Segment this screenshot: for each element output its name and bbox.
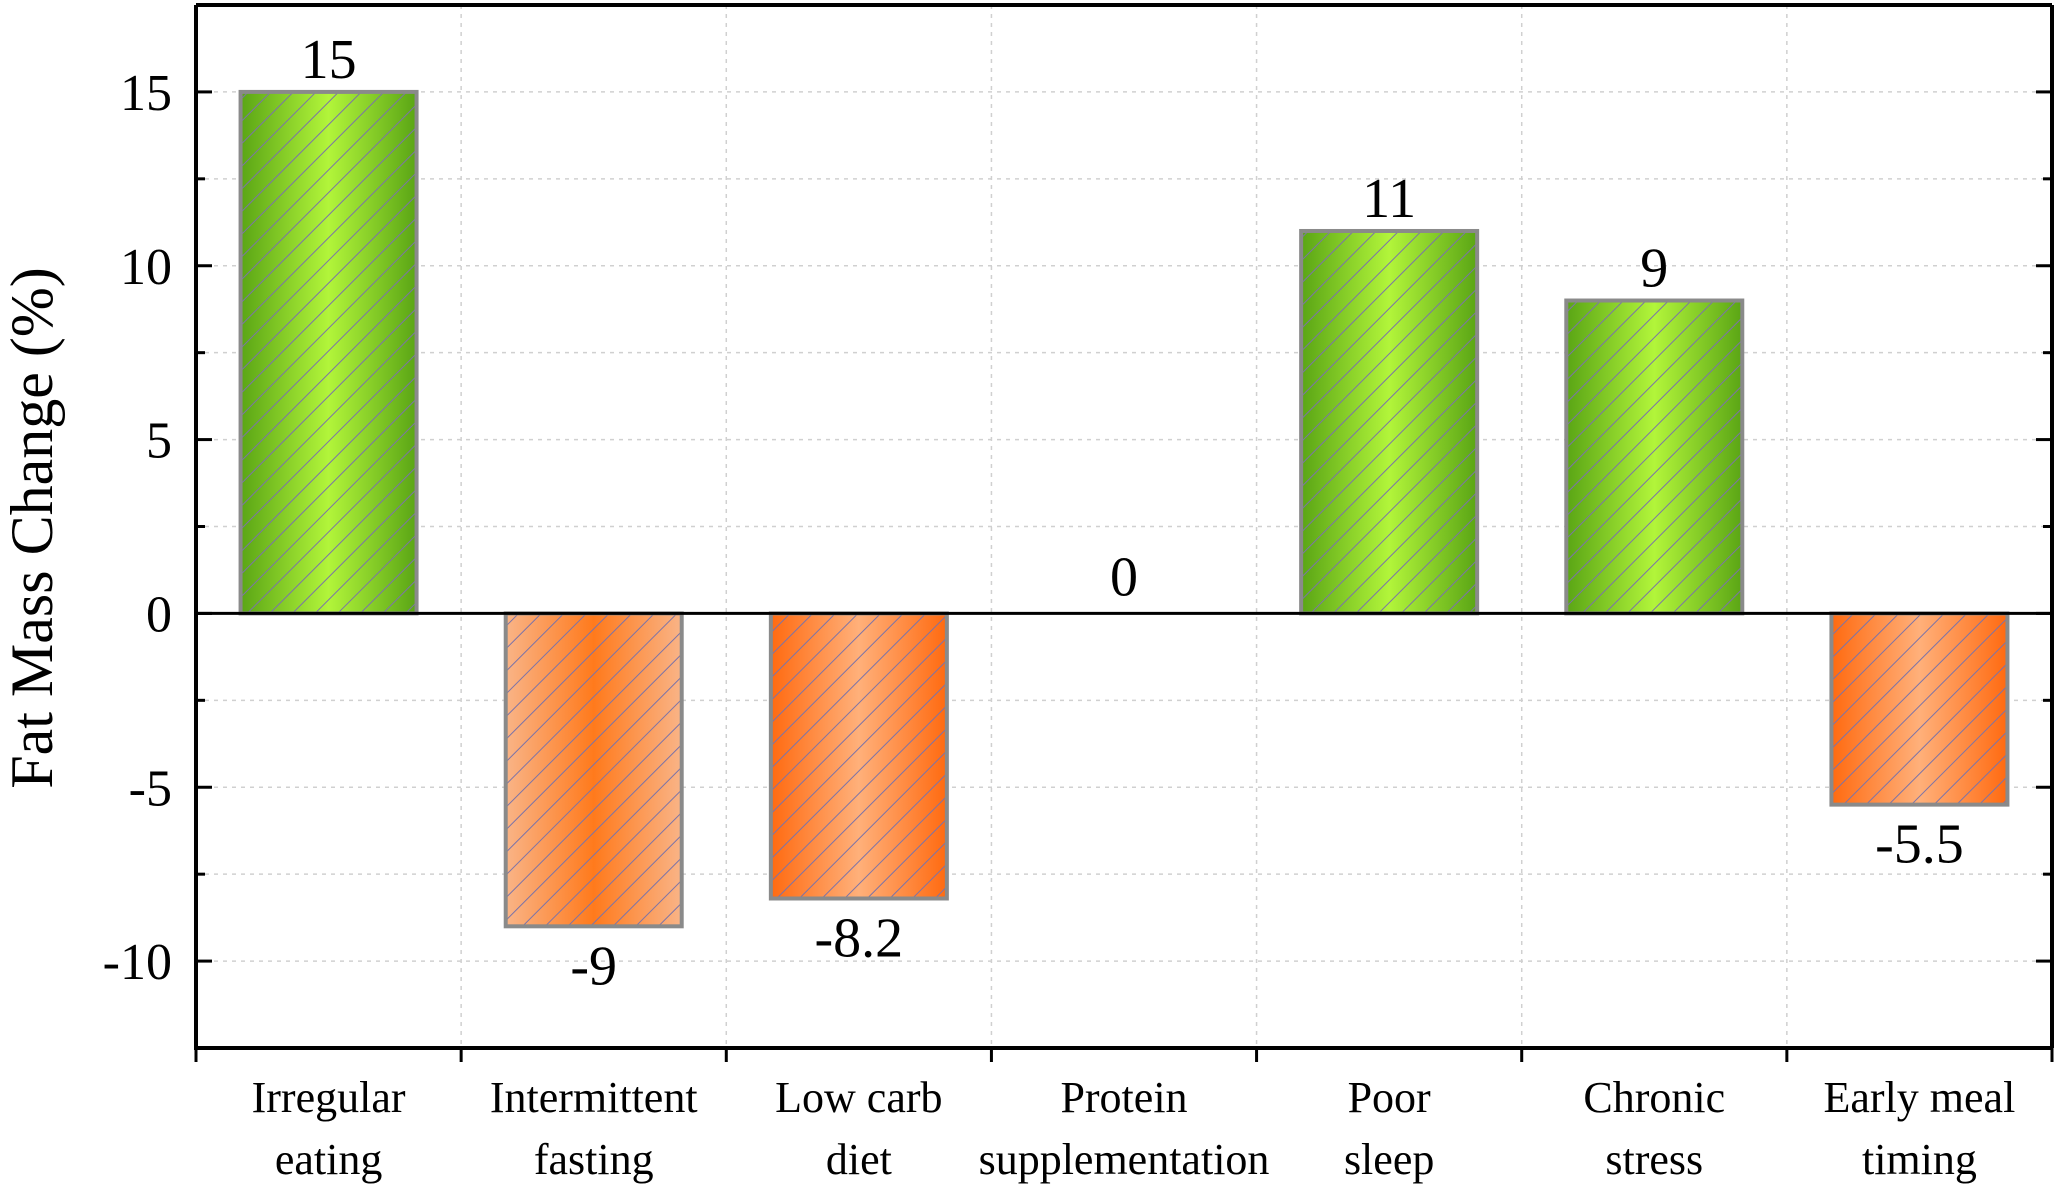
y-tick-label: 10: [120, 239, 172, 296]
bar-hatch: [238, 89, 419, 616]
y-tick-label: 5: [146, 413, 172, 470]
grid-lines: [196, 5, 2052, 1048]
data-label: 9: [1640, 238, 1668, 300]
data-label: -9: [570, 935, 617, 997]
x-tick-label: Protein supplementation: [979, 1073, 1270, 1184]
y-tick-label: 0: [146, 586, 172, 643]
x-tick-label: Irregular eating: [252, 1073, 406, 1184]
y-tick-label: -5: [129, 760, 172, 817]
bar-hatch: [1299, 228, 1480, 616]
data-label: 0: [1110, 546, 1138, 608]
labels: 15 -9 -8.2 0 11 9 -5.5 -10 -5 0 5 10 15 Irregular eati…: [103, 29, 2016, 1184]
bar-hatch: [768, 611, 949, 901]
data-label: 15: [301, 29, 357, 91]
data-label: -8.2: [815, 908, 904, 970]
bar-hatch: [503, 611, 684, 929]
bar-hatch: [1564, 298, 1745, 616]
x-tick-label: Poor sleep: [1344, 1073, 1434, 1184]
axes: [194, 3, 2054, 1062]
x-tick-label: Chronic stress: [1583, 1073, 1725, 1184]
data-label: 11: [1362, 168, 1416, 230]
bars: [238, 89, 2010, 929]
y-tick-label: 15: [120, 65, 172, 122]
data-label: -5.5: [1875, 814, 1964, 876]
bar-hatch: [1829, 611, 2010, 807]
y-tick-label: -10: [103, 934, 172, 991]
x-tick-label: Low carb diet: [775, 1073, 942, 1184]
x-tick-label: Early meal timing: [1824, 1073, 2016, 1184]
x-tick-label: Intermittent fasting: [490, 1073, 698, 1184]
y-axis-title: Fat Mass Change (%): [0, 267, 65, 789]
